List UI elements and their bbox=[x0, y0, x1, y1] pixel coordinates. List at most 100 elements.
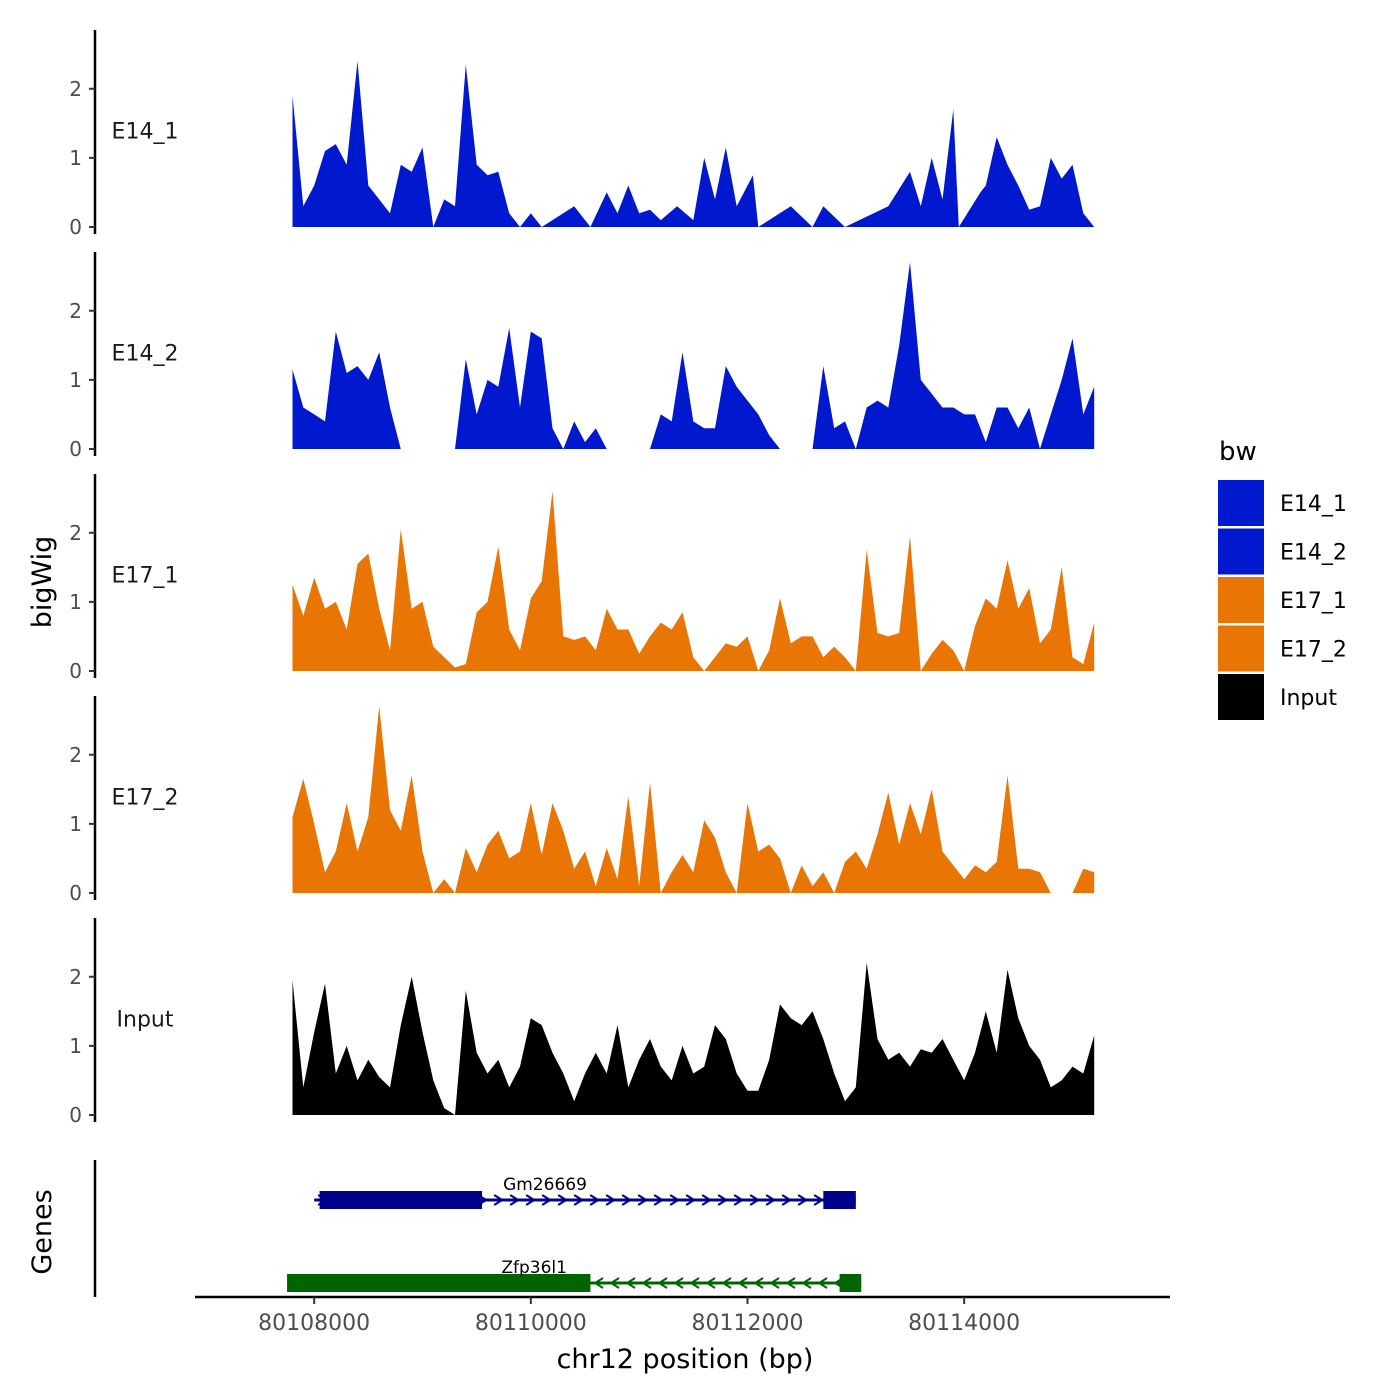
track-name-label: E14_2 bbox=[112, 341, 179, 366]
genes-group: Gm26669 Zfp36l1 bbox=[93, 1160, 862, 1297]
track-name-label: E17_2 bbox=[112, 785, 179, 810]
y-axis-label: bigWig bbox=[27, 536, 58, 629]
strand-arrow bbox=[721, 1277, 732, 1289]
strand-arrow bbox=[785, 1277, 796, 1289]
strand-arrow bbox=[737, 1277, 748, 1289]
strand-arrow bbox=[781, 1194, 793, 1206]
gene-exon bbox=[839, 1274, 862, 1292]
strand-arrow bbox=[669, 1194, 681, 1206]
gene-exon bbox=[287, 1274, 591, 1292]
strand-arrow bbox=[689, 1277, 700, 1289]
gene-exon bbox=[823, 1191, 856, 1209]
x-tick-label: 80112000 bbox=[692, 1311, 804, 1336]
gene-Zfp36l1: Zfp36l1 bbox=[287, 1258, 862, 1292]
strand-arrow bbox=[593, 1277, 604, 1289]
y-tick-label: 1 bbox=[69, 812, 82, 836]
gene-name-label: Gm26669 bbox=[503, 1175, 587, 1195]
area-Input bbox=[292, 962, 1095, 1115]
strand-arrow bbox=[605, 1194, 617, 1206]
strand-arrow bbox=[701, 1194, 713, 1206]
area-E14_1 bbox=[292, 61, 1095, 227]
y-tick-label: 1 bbox=[69, 146, 82, 170]
strand-arrow bbox=[637, 1194, 649, 1206]
legend-label: E14_2 bbox=[1280, 541, 1347, 566]
y-tick-label: 2 bbox=[69, 299, 82, 323]
strand-arrow bbox=[753, 1277, 764, 1289]
area-E17_1 bbox=[292, 491, 1095, 671]
gene-Gm26669: Gm26669 bbox=[314, 1175, 857, 1209]
legend-entry-E17_1: E17_1 bbox=[1218, 577, 1347, 623]
track-E17_2: 0 1 2 E17_2 bbox=[69, 696, 1095, 905]
legend-swatch bbox=[1218, 625, 1264, 672]
strand-arrow bbox=[705, 1277, 716, 1289]
gene-name-label: Zfp36l1 bbox=[501, 1258, 567, 1278]
strand-arrow bbox=[817, 1277, 828, 1289]
tracks-group: 0 1 2 E14_1 0 1 2 E14_2 0 1 2 E17_1 0 1 2 E17_2 0 1 2 Input bbox=[69, 30, 1095, 1127]
y-tick-label: 0 bbox=[69, 659, 82, 683]
strand-arrow bbox=[589, 1194, 601, 1206]
legend: E14_1 E14_2 E17_1 E17_2 Input bbox=[1218, 480, 1347, 720]
legend-title: bw bbox=[1219, 437, 1257, 467]
strand-arrow bbox=[557, 1194, 569, 1206]
track-name-label: E14_1 bbox=[112, 119, 179, 144]
y-tick-label: 0 bbox=[69, 215, 82, 239]
genes-axis-label: Genes bbox=[27, 1189, 58, 1274]
legend-entry-E14_2: E14_2 bbox=[1218, 528, 1347, 575]
strand-arrow bbox=[621, 1194, 633, 1206]
strand-arrow bbox=[749, 1194, 761, 1206]
strand-arrow bbox=[653, 1194, 665, 1206]
strand-arrow bbox=[813, 1194, 825, 1206]
legend-swatch bbox=[1218, 577, 1264, 623]
track-Input: 0 1 2 Input bbox=[69, 918, 1095, 1127]
legend-swatch bbox=[1218, 528, 1264, 575]
x-tick-label: 80108000 bbox=[258, 1311, 370, 1336]
legend-label: E17_1 bbox=[1280, 589, 1347, 614]
strand-arrow bbox=[509, 1194, 521, 1206]
y-tick-label: 2 bbox=[69, 521, 82, 545]
y-tick-label: 2 bbox=[69, 743, 82, 767]
strand-arrow bbox=[769, 1277, 780, 1289]
legend-label: E14_1 bbox=[1280, 492, 1347, 517]
strand-arrow bbox=[657, 1277, 668, 1289]
y-tick-label: 1 bbox=[69, 368, 82, 392]
strand-arrow bbox=[493, 1194, 505, 1206]
track-name-label: E17_1 bbox=[112, 563, 179, 588]
y-tick-label: 0 bbox=[69, 881, 82, 905]
y-tick-label: 2 bbox=[69, 965, 82, 989]
legend-swatch bbox=[1218, 674, 1264, 720]
x-tick-label: 80114000 bbox=[908, 1311, 1020, 1336]
gene-exon bbox=[319, 1191, 483, 1209]
strand-arrow bbox=[733, 1194, 745, 1206]
strand-arrow bbox=[525, 1194, 537, 1206]
area-E14_2 bbox=[292, 262, 1095, 449]
strand-arrow bbox=[765, 1194, 777, 1206]
strand-arrow bbox=[573, 1194, 585, 1206]
legend-entry-E17_2: E17_2 bbox=[1218, 625, 1347, 672]
strand-arrow bbox=[641, 1277, 652, 1289]
strand-arrow bbox=[797, 1194, 809, 1206]
y-tick-label: 1 bbox=[69, 590, 82, 614]
x-tick-label: 80110000 bbox=[475, 1311, 587, 1336]
legend-entry-Input: Input bbox=[1218, 674, 1337, 720]
track-E17_1: 0 1 2 E17_1 bbox=[69, 474, 1095, 683]
area-E17_2 bbox=[292, 706, 1095, 893]
strand-arrow bbox=[541, 1194, 553, 1206]
strand-arrow bbox=[625, 1277, 636, 1289]
strand-arrow bbox=[685, 1194, 697, 1206]
track-name-label: Input bbox=[117, 1007, 174, 1032]
y-tick-label: 0 bbox=[69, 1103, 82, 1127]
y-tick-label: 1 bbox=[69, 1034, 82, 1058]
strand-arrow bbox=[717, 1194, 729, 1206]
y-tick-label: 0 bbox=[69, 437, 82, 461]
track-E14_2: 0 1 2 E14_2 bbox=[69, 252, 1095, 461]
track-E14_1: 0 1 2 E14_1 bbox=[69, 30, 1095, 239]
x-axis: 80108000 80110000 80112000 80114000 bbox=[195, 1295, 1170, 1336]
strand-arrow bbox=[801, 1277, 812, 1289]
legend-label: Input bbox=[1280, 686, 1337, 711]
legend-entry-E14_1: E14_1 bbox=[1218, 480, 1347, 526]
legend-label: E17_2 bbox=[1280, 638, 1347, 663]
y-tick-label: 2 bbox=[69, 77, 82, 101]
legend-swatch bbox=[1218, 480, 1264, 526]
x-axis-label: chr12 position (bp) bbox=[557, 1344, 814, 1375]
